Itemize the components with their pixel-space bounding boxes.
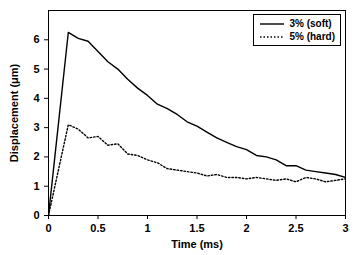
svg-text:2: 2 [243, 222, 249, 234]
html-text:3% (soft): 3% (soft) [289, 18, 332, 29]
html-text:5% (hard): 5% (hard) [289, 31, 335, 42]
svg-text:1: 1 [33, 180, 39, 192]
svg-text:1: 1 [144, 222, 150, 234]
svg-text:0: 0 [33, 209, 39, 221]
svg-text:6: 6 [33, 33, 39, 45]
svg-text:0.5: 0.5 [90, 222, 105, 234]
svg-text:0: 0 [45, 222, 51, 234]
svg-text:2: 2 [33, 150, 39, 162]
svg-text:3: 3 [342, 222, 348, 234]
svg-text:3: 3 [33, 121, 39, 133]
svg-text:1.5: 1.5 [189, 222, 204, 234]
svg-text:Displacement (μm): Displacement (μm) [8, 63, 20, 162]
svg-text:4: 4 [33, 92, 40, 104]
svg-text:2.5: 2.5 [288, 222, 303, 234]
svg-text:5: 5 [33, 63, 39, 75]
svg-text:Time (ms): Time (ms) [171, 238, 223, 250]
